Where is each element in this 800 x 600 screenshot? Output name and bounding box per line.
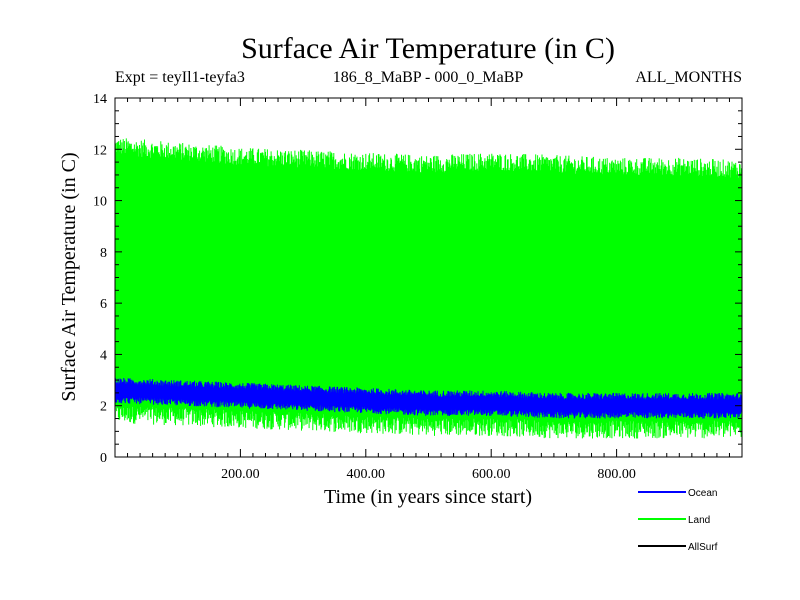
series-layer [115,138,742,439]
y-axis: 0 2 4 6 8 10 12 14 [93,92,742,466]
subtitle-expt: Expt = teyIl1-teyfa3 [115,69,245,86]
x-tick-label: 400.00 [347,467,386,482]
plot-area [115,138,742,439]
y-tick-label: 14 [93,92,107,107]
legend: Ocean Land AllSurf [638,488,718,553]
subtitle-period: 186_8_MaBP - 000_0_MaBP [333,69,524,86]
x-axis-label: Time (in years since start) [324,486,532,508]
y-tick-label: 2 [100,400,107,415]
y-tick-label: 6 [100,297,107,312]
subtitle-months: ALL_MONTHS [635,69,742,86]
y-axis-label: Surface Air Temperature (in C) [58,152,80,401]
y-tick-label: 4 [100,348,107,363]
x-tick-label: 200.00 [221,467,260,482]
series-line-ocean [115,377,742,419]
legend-label-ocean: Ocean [688,488,717,499]
y-tick-label: 12 [93,143,107,158]
x-tick-label: 800.00 [597,467,636,482]
series-line-land [115,138,742,439]
legend-label-land: Land [688,515,710,526]
x-tick-label: 600.00 [472,467,511,482]
y-tick-label: 8 [100,246,107,261]
chart-title: Surface Air Temperature (in C) [241,32,615,65]
legend-label-allsurf: AllSurf [688,542,718,553]
y-tick-label: 0 [100,451,107,466]
y-tick-label: 10 [93,195,107,210]
x-axis: 200.00 400.00 600.00 800.00 [127,98,730,482]
